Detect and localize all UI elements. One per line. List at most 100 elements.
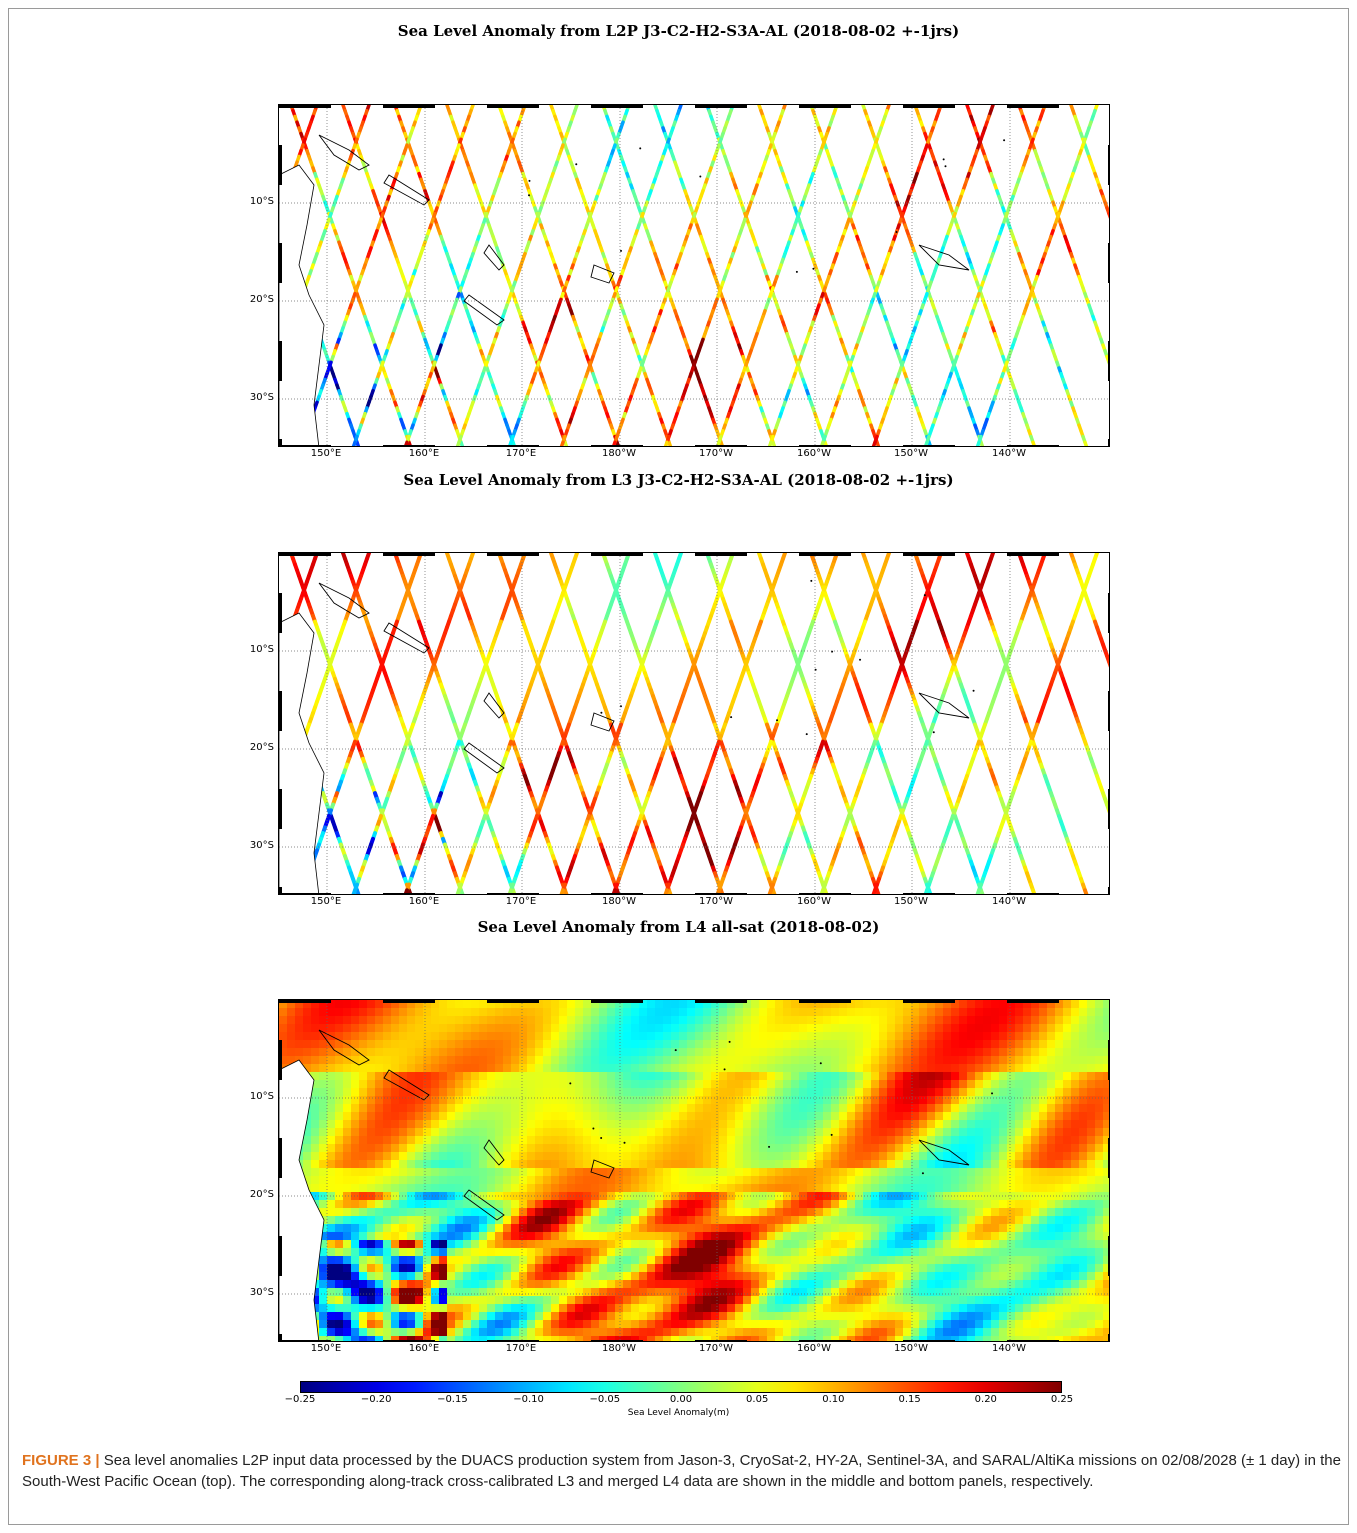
grid-cell — [439, 1048, 448, 1057]
grid-cell — [999, 1008, 1008, 1017]
island-dot — [812, 267, 815, 270]
grid-cell — [623, 1056, 632, 1065]
grid-cell — [735, 1032, 744, 1041]
grid-cell — [463, 1056, 472, 1065]
frame-bar — [279, 243, 282, 283]
frame-bar — [279, 445, 331, 446]
grid-cell — [671, 1016, 680, 1025]
grid-cell — [575, 1032, 584, 1041]
grid-cell — [559, 1016, 568, 1025]
grid-cell — [1047, 1040, 1056, 1049]
grid-cell — [1039, 1016, 1048, 1025]
grid-cell — [727, 1008, 736, 1017]
grid-cell — [503, 1016, 512, 1025]
grid-cell — [367, 1040, 376, 1049]
frame-bar — [1108, 691, 1109, 731]
grid-cell — [295, 1000, 304, 1009]
grid-cell — [1055, 1024, 1064, 1033]
grid-cell — [1079, 1048, 1088, 1057]
grid-cell — [711, 1048, 720, 1057]
grid-cell — [559, 1048, 568, 1057]
grid-cell — [719, 1040, 728, 1049]
frame-bar — [799, 445, 851, 446]
grid-cell — [559, 1032, 568, 1041]
grid-cell — [439, 1024, 448, 1033]
grid-cell — [519, 1016, 528, 1025]
grid-cell — [1087, 1048, 1096, 1057]
grid-cell — [543, 1032, 552, 1041]
coastline-island — [918, 244, 970, 271]
grid-cell — [839, 1008, 848, 1017]
track-segment — [975, 888, 981, 894]
grid-cell — [959, 1048, 968, 1057]
grid-cell — [479, 1040, 488, 1049]
grid-cell — [831, 1032, 840, 1041]
grid-cell — [591, 1056, 600, 1065]
grid-cell — [447, 1016, 456, 1025]
grid-cell — [791, 1008, 800, 1017]
grid-cell — [535, 1024, 544, 1033]
grid-cell — [295, 1016, 304, 1025]
grid-cell — [823, 1024, 832, 1033]
grid-cell — [631, 1032, 640, 1041]
grid-cell — [719, 1024, 728, 1033]
grid-cell — [583, 1056, 592, 1065]
grid-cell — [719, 1048, 728, 1057]
track-segment — [875, 440, 881, 446]
grid-cell — [895, 1048, 904, 1057]
grid-cell — [607, 1008, 616, 1017]
grid-cell — [727, 1032, 736, 1041]
grid-cell — [1063, 1032, 1072, 1041]
grid-cell — [1071, 1000, 1080, 1009]
grid-cell — [647, 1016, 656, 1025]
grid-cell — [575, 1040, 584, 1049]
grid-cell — [959, 1000, 968, 1009]
grid-cell — [751, 1008, 760, 1017]
frame-bar — [487, 445, 539, 446]
grid-cell — [575, 1056, 584, 1065]
track-segment — [823, 888, 829, 894]
grid-cell — [751, 1032, 760, 1041]
grid-cell — [807, 1032, 816, 1041]
grid-cell — [559, 1000, 568, 1009]
grid-cell — [647, 1040, 656, 1049]
grid-cell — [279, 1008, 288, 1017]
grid-cell — [1055, 1008, 1064, 1017]
grid-cell — [415, 1056, 424, 1065]
grid-cell — [727, 1024, 736, 1033]
grid-cell — [415, 1008, 424, 1017]
grid-cell — [991, 1000, 1000, 1009]
grid-cell — [831, 1008, 840, 1017]
island-dot — [805, 733, 808, 736]
grid-cell — [719, 1008, 728, 1017]
grid-cell — [1103, 1040, 1109, 1049]
grid-cell — [743, 1008, 752, 1017]
grid-cell — [359, 1024, 368, 1033]
grid-cell — [855, 1048, 864, 1057]
grid-cell — [279, 1056, 288, 1065]
grid-cell — [967, 1048, 976, 1057]
coastline-island — [463, 742, 505, 774]
grid-cell — [807, 1008, 816, 1017]
grid-cell — [927, 1032, 936, 1041]
grid-cell — [967, 1016, 976, 1025]
grid-cell — [951, 1048, 960, 1057]
grid-cell — [863, 1048, 872, 1057]
grid-cell — [367, 1024, 376, 1033]
grid-cell — [599, 1024, 608, 1033]
grid-cell — [367, 1000, 376, 1009]
grid-cell — [359, 1008, 368, 1017]
grid-cell — [815, 1000, 824, 1009]
island-dot — [932, 731, 935, 734]
grid-cell — [735, 1016, 744, 1025]
grid-cell — [1015, 1040, 1024, 1049]
grid-cell — [343, 1048, 352, 1057]
frame-bar — [383, 105, 435, 108]
grid-cell — [575, 1016, 584, 1025]
grid-cell — [399, 1048, 408, 1057]
grid-cell — [551, 1024, 560, 1033]
grid-cell — [719, 1032, 728, 1041]
grid-cell — [455, 1056, 464, 1065]
grid-cell — [839, 1024, 848, 1033]
grid-cell — [423, 1024, 432, 1033]
